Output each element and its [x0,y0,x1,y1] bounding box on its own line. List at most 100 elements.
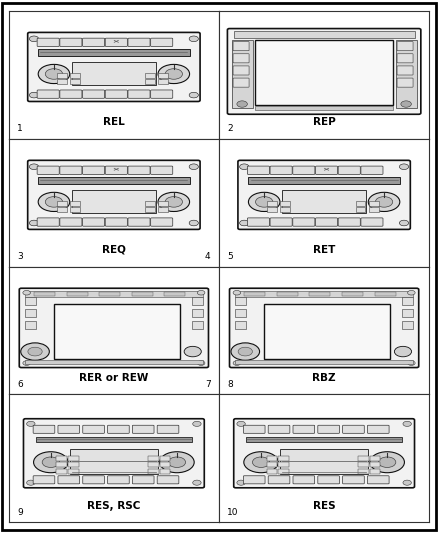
Bar [192,309,203,317]
Bar [280,207,290,212]
Bar [70,79,80,84]
Bar [148,469,159,474]
Bar [72,190,156,213]
Circle shape [193,421,201,426]
Bar [70,72,80,78]
Circle shape [34,452,68,473]
FancyBboxPatch shape [244,476,265,484]
FancyBboxPatch shape [244,425,265,433]
FancyBboxPatch shape [105,166,127,174]
Circle shape [23,290,30,295]
Bar [235,360,413,365]
Bar [25,360,203,365]
Circle shape [165,197,183,207]
Circle shape [399,220,409,226]
Circle shape [28,347,42,356]
Bar [148,463,159,467]
FancyBboxPatch shape [37,38,59,46]
Bar [145,200,155,206]
Circle shape [29,92,39,98]
Bar [70,449,158,474]
Circle shape [401,101,411,107]
Bar [67,292,88,296]
Bar [235,321,246,329]
Circle shape [38,192,70,212]
Bar [277,292,298,296]
Text: RER or REW: RER or REW [79,373,148,383]
FancyBboxPatch shape [33,425,55,433]
FancyBboxPatch shape [58,425,80,433]
FancyBboxPatch shape [293,476,314,484]
Bar [280,449,368,474]
Bar [396,40,417,108]
Circle shape [403,480,411,485]
FancyBboxPatch shape [233,78,249,87]
Bar [369,207,378,212]
Bar [25,309,36,317]
Bar [36,437,192,442]
Circle shape [21,343,49,360]
FancyBboxPatch shape [397,78,413,87]
Circle shape [29,36,39,42]
Bar [280,200,290,206]
FancyBboxPatch shape [361,218,383,226]
Bar [159,200,168,206]
FancyBboxPatch shape [270,218,292,226]
FancyBboxPatch shape [315,218,338,226]
Bar [72,62,156,85]
Bar [246,437,402,442]
Bar [309,292,330,296]
Bar [267,469,277,474]
Bar [356,207,365,212]
Bar [278,463,289,467]
Circle shape [158,192,190,212]
FancyBboxPatch shape [60,218,82,226]
Circle shape [23,361,30,366]
Bar [267,200,277,206]
FancyBboxPatch shape [108,476,129,484]
Circle shape [248,192,280,212]
Bar [25,292,203,296]
Circle shape [394,346,412,357]
Text: 3: 3 [17,253,23,261]
Circle shape [240,164,249,169]
Bar [358,456,369,461]
Bar [267,456,277,461]
FancyBboxPatch shape [230,288,419,368]
Circle shape [237,101,247,107]
Bar [132,292,153,296]
Bar [68,456,78,461]
Bar [160,463,170,467]
Circle shape [158,64,190,84]
FancyBboxPatch shape [234,419,414,488]
Bar [38,49,190,56]
Text: 8: 8 [227,381,233,389]
Text: 1: 1 [17,125,23,133]
Bar [244,292,265,296]
FancyBboxPatch shape [343,476,364,484]
Text: 4: 4 [205,253,211,261]
Circle shape [193,480,201,485]
FancyBboxPatch shape [318,425,339,433]
Bar [160,456,170,461]
Circle shape [184,346,201,357]
Bar [282,190,366,213]
FancyBboxPatch shape [367,476,389,484]
FancyBboxPatch shape [132,476,154,484]
Bar [25,321,36,329]
Bar [358,469,369,474]
Text: RET: RET [313,245,336,255]
FancyBboxPatch shape [293,218,315,226]
FancyBboxPatch shape [82,166,105,174]
Text: REQ: REQ [102,245,126,255]
Bar [232,40,253,108]
FancyBboxPatch shape [315,166,338,174]
Bar [164,292,185,296]
Bar [370,456,381,461]
FancyBboxPatch shape [268,425,290,433]
Bar [57,469,67,474]
Bar [57,200,67,206]
Text: 5: 5 [227,253,233,261]
FancyBboxPatch shape [338,218,360,226]
Bar [235,309,246,317]
